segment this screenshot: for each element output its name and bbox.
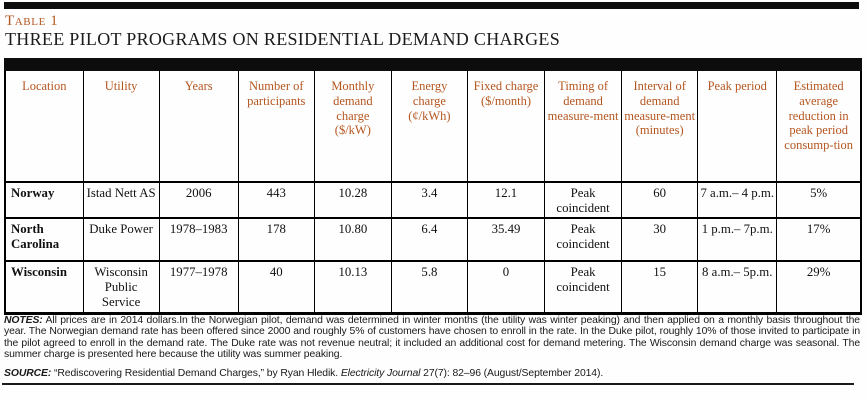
cell-timing: Peak coincident [544, 217, 623, 263]
column-header-reduction: Estimated average reduction in peak peri… [776, 58, 862, 183]
cell-peak-period: 1 p.m.– 7p.m. [697, 217, 778, 263]
cell-utility: Duke Power [82, 217, 160, 263]
cell-timing: Peak coincident [544, 260, 623, 315]
top-divider-rule [4, 2, 859, 9]
cell-fixed-charge: 0 [466, 260, 546, 315]
page-title: THREE PILOT PROGRAMS ON RESIDENTIAL DEMA… [5, 29, 561, 49]
cell-energy-charge: 5.8 [390, 260, 468, 315]
cell-interval: 15 [621, 260, 699, 315]
column-header-years: Years [158, 58, 239, 183]
cell-years: 1977–1978 [158, 260, 239, 315]
source-text-before: “Rediscovering Residential Demand Charge… [54, 368, 341, 379]
cell-utility: Istad Nett AS [82, 181, 160, 220]
cell-peak-period: 7 a.m.– 4 p.m. [697, 181, 778, 220]
cell-reduction: 5% [776, 181, 862, 220]
column-header-monthly-demand-charge: Monthly demand charge ($/kW) [313, 58, 392, 183]
source-journal-name: Electricity Journal [340, 368, 421, 379]
column-header-peak-period: Peak period [697, 58, 778, 183]
source-text-after: 27(7): 82–96 (August/September 2014). [420, 368, 604, 379]
notes-text: All prices are in 2014 dollars.In the No… [4, 315, 860, 361]
cell-monthly-demand-charge: 10.80 [313, 217, 392, 263]
cell-location: Wisconsin [4, 260, 84, 315]
table-row-norway: Norway Istad Nett AS 2006 443 10.28 3.4 … [4, 181, 862, 220]
cell-location: North Carolina [4, 217, 84, 263]
column-header-energy-charge: Energy charge (¢/kWh) [390, 58, 468, 183]
cell-participants: 443 [237, 181, 315, 220]
cell-years: 1978–1983 [158, 217, 239, 263]
cell-fixed-charge: 12.1 [466, 181, 546, 220]
cell-location: Norway [4, 181, 84, 220]
cell-reduction: 17% [776, 217, 862, 263]
cell-interval: 60 [621, 181, 699, 220]
cell-monthly-demand-charge: 10.13 [313, 260, 392, 315]
cell-utility: Wisconsin Public Service [82, 260, 160, 315]
table-row-wisconsin: Wisconsin Wisconsin Public Service 1977–… [4, 260, 862, 315]
table-notes: NOTES: All prices are in 2014 dollars.In… [4, 315, 860, 361]
cell-interval: 30 [621, 217, 699, 263]
column-header-location: Location [4, 58, 84, 183]
cell-timing: Peak coincident [544, 181, 623, 220]
table-row-north-carolina: North Carolina Duke Power 1978–1983 178 … [4, 217, 862, 263]
cell-energy-charge: 6.4 [390, 217, 468, 263]
bottom-divider-rule [2, 383, 854, 385]
pilot-programs-table: Location Utility Years Number of partici… [4, 58, 862, 315]
source-label: SOURCE: [4, 368, 52, 379]
cell-peak-period: 8 a.m.– 5p.m. [697, 260, 778, 315]
column-header-interval: Interval of demand measure-ment (minutes… [621, 58, 699, 183]
table-source: SOURCE: “Rediscovering Residential Deman… [4, 368, 860, 379]
table-number-label: Table 1 [5, 13, 59, 29]
cell-monthly-demand-charge: 10.28 [313, 181, 392, 220]
cell-fixed-charge: 35.49 [466, 217, 546, 263]
column-header-timing: Timing of demand measure-ment [544, 58, 623, 183]
column-header-utility: Utility [82, 58, 160, 183]
cell-reduction: 29% [776, 260, 862, 315]
cell-energy-charge: 3.4 [390, 181, 468, 220]
column-header-fixed-charge: Fixed charge ($/month) [466, 58, 546, 183]
cell-participants: 40 [237, 260, 315, 315]
column-header-participants: Number of participants [237, 58, 315, 183]
cell-participants: 178 [237, 217, 315, 263]
notes-label: NOTES: [4, 315, 43, 326]
table-header-row: Location Utility Years Number of partici… [4, 58, 862, 183]
cell-years: 2006 [158, 181, 239, 220]
